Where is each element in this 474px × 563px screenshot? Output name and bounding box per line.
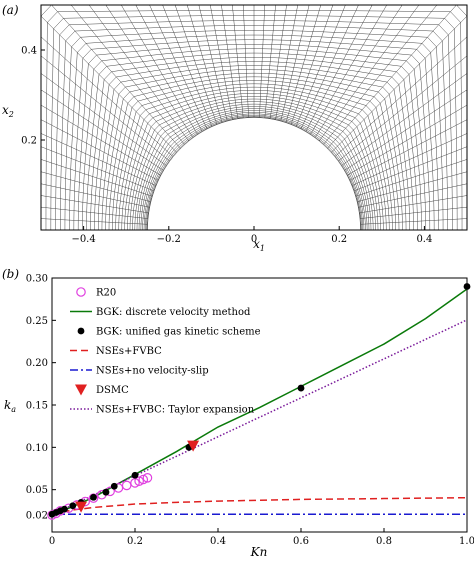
panel-a-ticks: −0.4 −0.2 0 0.2 0.4 0.2 0.4 [21, 46, 432, 246]
legend-entry: NSEs+FVBC [70, 346, 162, 357]
x-tick-label: 0.4 [210, 536, 226, 547]
x-tick-label: 0.2 [331, 234, 347, 245]
legend-label: NSEs+FVBC [96, 346, 162, 357]
x-tick-label: −0.4 [71, 234, 95, 245]
legend-label: BGK: unified gas kinetic scheme [96, 327, 261, 338]
series-line [51, 288, 468, 516]
panel-b: (b) 0 0.2 0.4 0.6 0.8 1.0 0.02 0.05 0.10 0.15 0.20… [2, 267, 474, 559]
legend-entry: BGK: discrete velocity method [70, 307, 251, 318]
legend-entry: R20 [76, 287, 116, 299]
legend-swatch [77, 327, 85, 335]
series-2 [48, 283, 471, 518]
x-tick-label: 0 [251, 234, 257, 245]
data-point [69, 502, 77, 510]
y-tick-label: 0.30 [26, 274, 48, 285]
x-tick-label: 1.0 [459, 536, 474, 547]
data-point [138, 474, 149, 485]
y-tick-label: 0.02 [26, 511, 48, 522]
legend-entry: NSEs+no velocity-slip [70, 366, 209, 377]
panel-a: (a) −0.4 −0.2 0 0.2 0.4 0.2 0.4 x1 x2 [2, 3, 468, 253]
data-point [187, 440, 200, 452]
y-tick-label: 0.2 [21, 136, 37, 147]
series-3 [51, 496, 468, 516]
legend-entry: BGK: unified gas kinetic scheme [77, 327, 261, 338]
data-point [90, 493, 97, 501]
series-5 [75, 440, 200, 513]
series-6 [51, 319, 468, 516]
legend: R20 BGK: discrete velocity method BGK: uni… [70, 287, 261, 416]
y-tick-label: 0.10 [26, 443, 48, 454]
data-point [142, 473, 153, 483]
legend-label: R20 [96, 288, 116, 299]
legend-entry: NSEs+FVBC: Taylor expansion [70, 405, 255, 416]
legend-label: NSEs+FVBC: Taylor expansion [96, 405, 255, 416]
x-tick-label: 0.4 [416, 234, 432, 245]
y-tick-label: 0.20 [26, 358, 48, 369]
legend-entry: DSMC [75, 384, 129, 396]
legend-label: DSMC [96, 385, 129, 396]
panel-b-ticks: 0 0.2 0.4 0.6 0.8 1.0 0.02 0.05 0.10 0.15 0.20 0.25… [26, 274, 474, 548]
y-tick-label: 0.15 [26, 401, 48, 412]
x-tick-label: −0.2 [157, 234, 181, 245]
mesh-grid [40, 4, 468, 231]
panel-a-tag: (a) [2, 3, 19, 17]
series-line [51, 319, 468, 516]
panel-a-xlabel: x1 [253, 237, 265, 253]
panel-b-tag: (b) [2, 267, 19, 281]
data-point [131, 471, 139, 479]
x-tick-label: 0.8 [376, 536, 392, 547]
panel-b-series [47, 283, 471, 520]
legend-swatch [75, 384, 87, 396]
legend-label: NSEs+no velocity-slip [96, 366, 209, 377]
data-point [134, 476, 144, 486]
data-point [110, 482, 118, 490]
panel-b-xlabel: Kn [250, 545, 268, 559]
series-1 [51, 288, 468, 516]
x-tick-label: 0.6 [293, 536, 309, 547]
x-tick-label: 0 [49, 536, 55, 547]
mesh-lines [40, 4, 468, 231]
panel-b-ylabel: ka [4, 398, 16, 414]
panel-a-ylabel: x2 [2, 103, 14, 119]
data-point [130, 478, 140, 488]
data-point [61, 505, 68, 513]
data-point [121, 480, 132, 491]
data-point [102, 488, 110, 496]
legend-swatch [76, 287, 86, 297]
series-line [51, 496, 468, 516]
y-tick-label: 0.05 [26, 485, 48, 496]
data-point [75, 501, 88, 513]
y-tick-label: 0.25 [26, 316, 48, 327]
y-tick-label: 0.4 [21, 46, 37, 57]
data-point [297, 384, 305, 392]
x-tick-label: 0.2 [127, 536, 143, 547]
data-point [463, 283, 471, 290]
legend-label: BGK: discrete velocity method [96, 307, 251, 318]
